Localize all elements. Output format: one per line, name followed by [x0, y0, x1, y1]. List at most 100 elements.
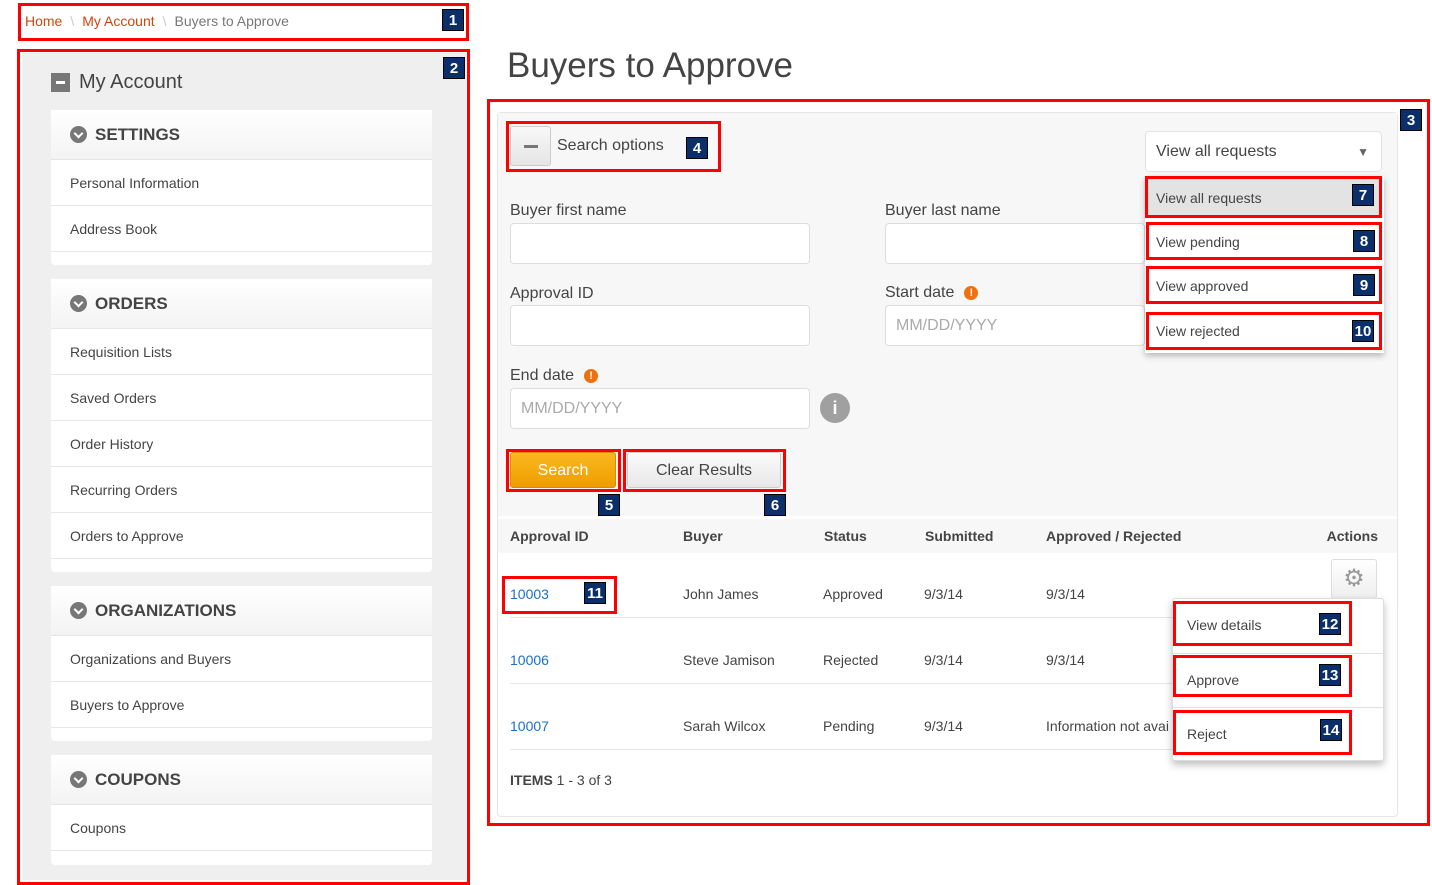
search-options-toggle[interactable]: [510, 126, 551, 166]
first-name-input[interactable]: [510, 223, 810, 264]
filter-option-all[interactable]: View all requests: [1147, 178, 1382, 218]
approval-id-label: Approval ID: [510, 285, 594, 302]
search-button[interactable]: Search: [510, 452, 616, 488]
status-cell: Rejected: [823, 652, 879, 668]
sidebar-item-coupons[interactable]: Coupons: [51, 805, 432, 851]
action-reject[interactable]: Reject: [1187, 726, 1227, 742]
info-icon[interactable]: i: [820, 393, 850, 423]
sidebar-title[interactable]: My Account: [51, 71, 182, 94]
sidebar: My Account SETTINGS Personal Information…: [22, 53, 466, 880]
chevron-down-icon: [70, 126, 87, 143]
annotation-badge: 3: [1400, 109, 1422, 131]
warning-icon: !: [964, 286, 979, 300]
annotation-badge: 2: [443, 57, 465, 79]
column-submitted: Submitted: [925, 528, 994, 544]
collapse-icon[interactable]: [51, 73, 70, 92]
menu-divider: [1173, 707, 1383, 708]
annotation-badge: 7: [1352, 184, 1374, 206]
sidebar-section-orders: ORDERS Requisition Lists Saved Orders Or…: [51, 279, 432, 572]
sidebar-item-organizations-and-buyers[interactable]: Organizations and Buyers: [51, 636, 432, 682]
section-header[interactable]: COUPONS: [51, 755, 432, 805]
end-date-input[interactable]: [510, 388, 810, 429]
buyer-cell: Steve Jamison: [683, 652, 775, 668]
approval-id-link[interactable]: 10006: [510, 652, 549, 668]
sidebar-item-orders-to-approve[interactable]: Orders to Approve: [51, 513, 432, 559]
sidebar-title-text: My Account: [79, 71, 183, 93]
submitted-cell: 9/3/14: [924, 718, 963, 734]
status-cell: Pending: [823, 718, 875, 734]
filter-option-pending[interactable]: View pending: [1147, 222, 1382, 262]
breadcrumb-my-account[interactable]: My Account: [82, 13, 155, 29]
sidebar-section-coupons: COUPONS Coupons: [51, 755, 432, 865]
breadcrumb-home[interactable]: Home: [25, 13, 63, 29]
section-header[interactable]: SETTINGS: [51, 110, 432, 160]
annotation-badge: 14: [1320, 719, 1342, 741]
approval-id-input[interactable]: [510, 305, 810, 346]
actions-menu: [1172, 598, 1384, 761]
status-cell: Approved: [823, 586, 883, 602]
end-date-label-text: End date: [510, 367, 575, 384]
column-actions: Actions: [1326, 528, 1378, 544]
annotation-badge: 13: [1319, 664, 1341, 686]
clear-results-button[interactable]: Clear Results: [627, 452, 781, 488]
annotation-badge: 1: [442, 9, 464, 31]
row-divider: [510, 683, 1372, 684]
last-name-label: Buyer last name: [885, 202, 1001, 219]
breadcrumb-current: Buyers to Approve: [174, 13, 289, 29]
items-label: ITEMS: [510, 772, 553, 788]
sidebar-item-order-history[interactable]: Order History: [51, 421, 432, 467]
request-filter-select[interactable]: View all requests ▼: [1145, 131, 1382, 172]
buyer-cell: John James: [683, 586, 759, 602]
menu-divider: [1173, 653, 1383, 654]
breadcrumb: Home \ My Account \ Buyers to Approve: [25, 13, 289, 29]
approval-id-link[interactable]: 10003: [510, 586, 549, 602]
annotation-badge: 6: [764, 494, 786, 516]
annotation-badge: 4: [686, 137, 708, 159]
sidebar-item-requisition-lists[interactable]: Requisition Lists: [51, 329, 432, 375]
filter-option-approved[interactable]: View approved: [1147, 266, 1382, 306]
approved-rejected-cell: 9/3/14: [1046, 586, 1085, 602]
row-divider: [510, 749, 1372, 750]
section-header[interactable]: ORDERS: [51, 279, 432, 329]
sidebar-section-settings: SETTINGS Personal Information Address Bo…: [51, 110, 432, 265]
section-title: COUPONS: [95, 769, 181, 789]
actions-gear-button[interactable]: ⚙: [1331, 559, 1377, 599]
annotation-badge: 8: [1353, 230, 1375, 252]
submitted-cell: 9/3/14: [924, 652, 963, 668]
annotation-badge: 12: [1319, 613, 1341, 635]
action-approve[interactable]: Approve: [1187, 672, 1240, 688]
first-name-label: Buyer first name: [510, 202, 627, 219]
sidebar-item-address-book[interactable]: Address Book: [51, 206, 432, 252]
sidebar-item-personal-information[interactable]: Personal Information: [51, 160, 432, 206]
chevron-down-icon: [70, 771, 87, 788]
sidebar-section-organizations: ORGANIZATIONS Organizations and Buyers B…: [51, 586, 432, 741]
approval-id-link[interactable]: 10007: [510, 718, 549, 734]
column-buyer: Buyer: [683, 528, 723, 544]
approved-rejected-cell: Information not avai: [1046, 718, 1169, 734]
sidebar-item-recurring-orders[interactable]: Recurring Orders: [51, 467, 432, 513]
minus-icon: [524, 145, 538, 148]
chevron-down-icon: ▼: [1357, 145, 1369, 159]
section-title: SETTINGS: [95, 124, 181, 144]
breadcrumb-separator: \: [162, 13, 167, 29]
items-range: 1 - 3 of 3: [556, 772, 612, 788]
breadcrumb-separator: \: [70, 13, 75, 29]
column-approved-rejected: Approved / Rejected: [1046, 528, 1182, 544]
filter-selected-value: View all requests: [1156, 143, 1277, 160]
sidebar-item-saved-orders[interactable]: Saved Orders: [51, 375, 432, 421]
page-title: Buyers to Approve: [507, 46, 793, 85]
annotation-badge: 5: [598, 494, 620, 516]
action-view-details[interactable]: View details: [1187, 617, 1262, 633]
items-count: ITEMS 1 - 3 of 3: [510, 772, 612, 788]
chevron-down-icon: [70, 602, 87, 619]
last-name-input[interactable]: [885, 223, 1145, 264]
start-date-label-text: Start date: [885, 284, 955, 301]
gear-icon: ⚙: [1343, 565, 1365, 592]
section-header[interactable]: ORGANIZATIONS: [51, 586, 432, 636]
buyer-cell: Sarah Wilcox: [683, 718, 766, 734]
column-approval-id: Approval ID: [510, 528, 589, 544]
sidebar-item-buyers-to-approve[interactable]: Buyers to Approve: [51, 682, 432, 728]
filter-option-rejected[interactable]: View rejected: [1147, 311, 1382, 351]
start-date-input[interactable]: [885, 305, 1145, 346]
annotation-badge: 10: [1352, 320, 1374, 342]
